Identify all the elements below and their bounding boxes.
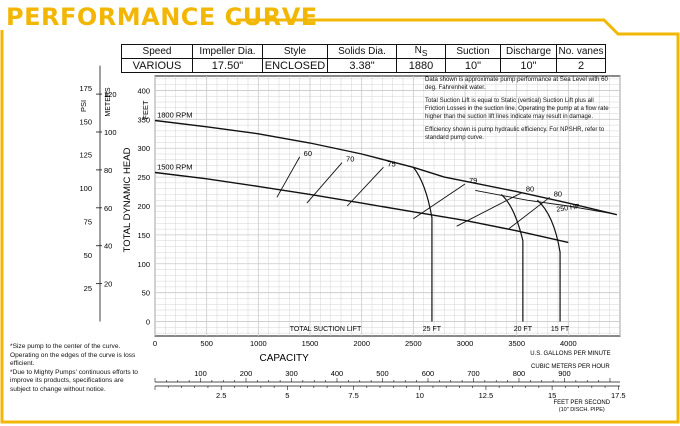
spec-value-suction: 10" — [445, 58, 501, 73]
note-sea-level: Data shown is approximate pump performan… — [425, 76, 608, 91]
spec-header-speed: Speed — [121, 44, 193, 59]
spec-header-solids: Solids Dia. — [327, 44, 397, 59]
spec-header-suction: Suction — [445, 44, 501, 59]
notes-box: Data shown is approximate pump performan… — [425, 76, 615, 147]
spec-value-ns: 1880 — [396, 58, 446, 73]
note-suction-lift: Total Suction Lift is equal to Static (v… — [425, 97, 609, 120]
spec-value-discharge: 10" — [500, 58, 557, 73]
spec-value-style: ENCLOSED — [262, 58, 328, 73]
spec-header-vanes: No. vanes — [556, 44, 606, 59]
footnote-size-pump: *Size pump to the center of the curve. O… — [10, 343, 136, 368]
spec-header-ns: NS — [396, 44, 446, 59]
footnotes: *Size pump to the center of the curve. O… — [10, 343, 145, 395]
spec-header-impeller: Impeller Dia. — [192, 44, 263, 59]
spec-value-speed: VARIOUS — [121, 58, 193, 73]
spec-table: Speed Impeller Dia. Style Solids Dia. NS… — [121, 44, 606, 73]
spec-header-style: Style — [262, 44, 328, 59]
spec-value-impeller: 17.50" — [192, 58, 263, 73]
ns-symbol: N — [414, 45, 422, 56]
footnote-specifications: *Due to Mighty Pumps' continuous efforts… — [10, 368, 138, 393]
page-title: PERFORMANCE CURVE — [6, 3, 318, 31]
spec-value-solids: 3.38" — [327, 58, 397, 73]
spec-header-discharge: Discharge — [500, 44, 557, 59]
spec-value-vanes: 2 — [556, 58, 606, 73]
ns-subscript: S — [421, 48, 428, 58]
note-efficiency: Efficiency shown is pump hydraulic effic… — [425, 126, 605, 141]
